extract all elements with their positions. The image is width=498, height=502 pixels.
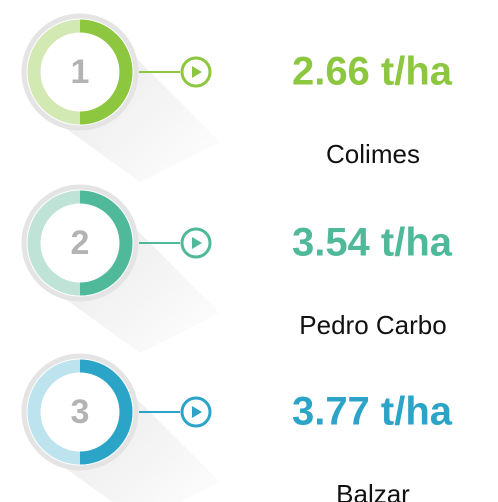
value-label: 3.54 t/ha <box>292 221 453 265</box>
inner-circle <box>41 33 119 111</box>
play-icon <box>192 66 202 78</box>
location-name: Balzar <box>336 479 410 502</box>
ring-arc <box>79 359 133 465</box>
ring-arc <box>79 190 133 296</box>
step-number: 1 <box>71 53 90 91</box>
location-name: Colimes <box>326 139 420 169</box>
play-icon <box>192 237 202 249</box>
step-number: 3 <box>71 393 90 431</box>
value-label: 2.66 t/ha <box>292 50 453 94</box>
inner-circle <box>41 204 119 282</box>
ring-arc <box>79 19 133 125</box>
location-name: Pedro Carbo <box>299 310 446 340</box>
play-icon <box>192 406 202 418</box>
step-number: 2 <box>71 224 90 262</box>
inner-circle <box>41 373 119 451</box>
value-label: 3.77 t/ha <box>292 390 453 434</box>
